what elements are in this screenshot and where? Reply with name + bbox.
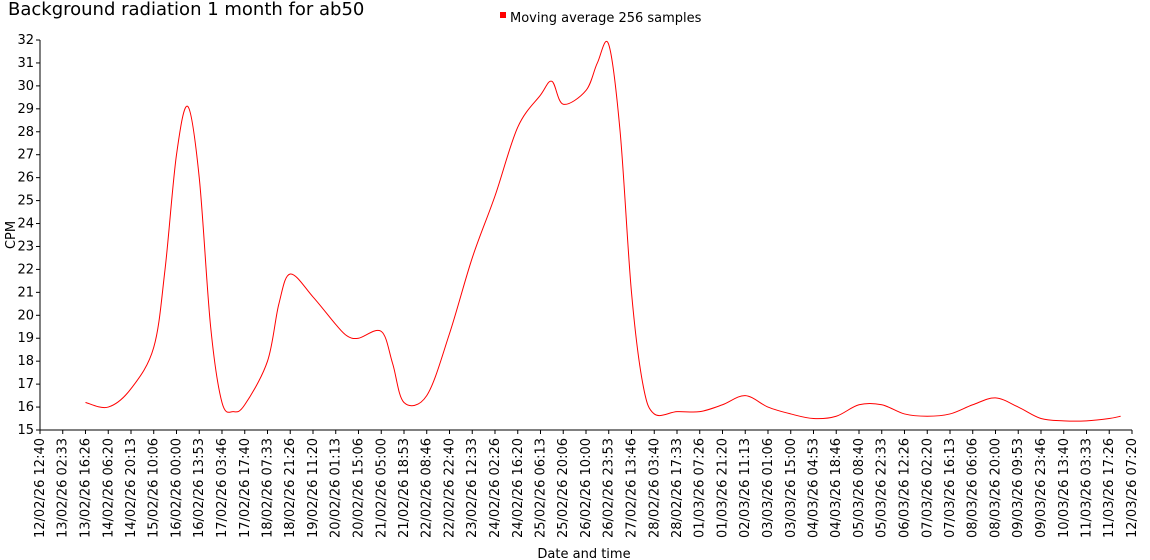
y-tick-label: 21: [17, 285, 34, 300]
x-tick-label: 08/03/26 06:06: [966, 438, 981, 538]
x-ticks: 12/02/26 12:40 13/02/26 02:33 13/02/26 16:…: [33, 430, 1140, 538]
x-tick-label: 04/03/26 18:46: [829, 438, 844, 538]
x-tick-label: 09/03/26 23:46: [1034, 438, 1049, 538]
legend-label: Moving average 256 samples: [510, 11, 702, 26]
x-tick-label: 19/02/26 11:20: [306, 438, 321, 538]
x-tick-label: 03/03/26 01:06: [761, 438, 776, 538]
y-tick-label: 27: [17, 148, 34, 163]
x-tick-label: 24/02/26 16:20: [511, 438, 526, 538]
x-tick-label: 20/02/26 15:06: [351, 438, 366, 538]
x-tick-label: 18/02/26 07:33: [260, 438, 275, 538]
y-tick-label: 29: [17, 102, 34, 117]
x-tick-label: 11/03/26 17:26: [1102, 438, 1117, 538]
x-tick-label: 26/02/26 10:00: [579, 438, 594, 538]
x-tick-label: 03/03/26 15:00: [784, 438, 799, 538]
x-tick-label: 12/03/26 07:20: [1125, 438, 1140, 538]
x-tick-label: 20/02/26 01:13: [329, 438, 344, 538]
x-tick-label: 25/02/26 06:13: [533, 438, 548, 538]
y-tick-label: 23: [17, 239, 34, 254]
x-tick-label: 09/03/26 09:53: [1011, 438, 1026, 538]
x-tick-label: 17/02/26 03:46: [215, 438, 230, 538]
x-tick-label: 05/03/26 08:40: [852, 438, 867, 538]
y-tick-label: 20: [17, 308, 34, 323]
y-tick-label: 18: [17, 354, 34, 369]
x-tick-label: 27/02/26 13:46: [624, 438, 639, 538]
x-tick-label: 13/02/26 02:33: [56, 438, 71, 538]
x-tick-label: 16/02/26 00:00: [170, 438, 185, 538]
x-tick-label: 16/02/26 13:53: [192, 438, 207, 538]
series-line: [85, 41, 1121, 422]
x-tick-label: 06/03/26 12:26: [897, 438, 912, 538]
x-tick-label: 23/02/26 12:33: [465, 438, 480, 538]
x-tick-label: 07/03/26 02:20: [920, 438, 935, 538]
x-tick-label: 22/02/26 08:46: [420, 438, 435, 538]
y-tick-label: 31: [17, 56, 34, 71]
series-group: [85, 41, 1121, 422]
x-tick-label: 10/03/26 13:40: [1057, 438, 1072, 538]
x-tick-label: 24/02/26 02:26: [488, 438, 503, 538]
y-tick-label: 26: [17, 171, 34, 186]
y-tick-label: 24: [17, 217, 34, 232]
x-tick-label: 26/02/26 23:53: [602, 438, 617, 538]
y-tick-label: 25: [17, 194, 34, 209]
x-tick-label: 02/03/26 11:13: [738, 438, 753, 538]
x-tick-label: 11/03/26 03:33: [1079, 438, 1094, 538]
x-tick-label: 08/03/26 20:00: [989, 438, 1004, 538]
x-tick-label: 01/03/26 21:20: [716, 438, 731, 538]
chart-title: Background radiation 1 month for ab50: [8, 0, 364, 20]
y-tick-label: 30: [17, 79, 34, 94]
x-tick-label: 13/02/26 16:26: [78, 438, 93, 538]
x-axis-label: Date and time: [537, 547, 630, 560]
x-tick-label: 18/02/26 21:26: [283, 438, 298, 538]
y-tick-label: 28: [17, 125, 34, 140]
y-tick-label: 16: [17, 400, 34, 415]
x-tick-label: 14/02/26 20:13: [124, 438, 139, 538]
x-tick-label: 14/02/26 06:20: [101, 438, 116, 538]
x-tick-label: 21/02/26 18:53: [397, 438, 412, 538]
x-tick-label: 22/02/26 22:40: [443, 438, 458, 538]
y-tick-label: 17: [17, 377, 34, 392]
x-tick-label: 15/02/26 10:06: [147, 438, 162, 538]
y-axis-label: CPM: [4, 221, 19, 249]
x-tick-label: 07/03/26 16:13: [943, 438, 958, 538]
x-tick-label: 12/02/26 12:40: [33, 438, 48, 538]
x-tick-label: 05/03/26 22:33: [875, 438, 890, 538]
x-tick-label: 04/03/26 04:53: [806, 438, 821, 538]
x-tick-label: 01/03/26 07:26: [693, 438, 708, 538]
y-tick-label: 19: [17, 331, 34, 346]
x-tick-label: 28/02/26 03:40: [647, 438, 662, 538]
y-tick-label: 15: [17, 423, 34, 438]
legend-swatch: [500, 12, 506, 18]
legend: Moving average 256 samples: [500, 11, 702, 26]
x-tick-label: 28/02/26 17:33: [670, 438, 685, 538]
y-tick-label: 22: [17, 262, 34, 277]
x-tick-label: 25/02/26 20:06: [556, 438, 571, 538]
x-tick-label: 21/02/26 05:00: [374, 438, 389, 538]
y-tick-label: 32: [17, 33, 34, 48]
y-ticks: 15 16 17 18 19 20 21 22 23 24 25 26 27 28 29 30 31 32: [17, 33, 40, 438]
x-tick-label: 17/02/26 17:40: [238, 438, 253, 538]
